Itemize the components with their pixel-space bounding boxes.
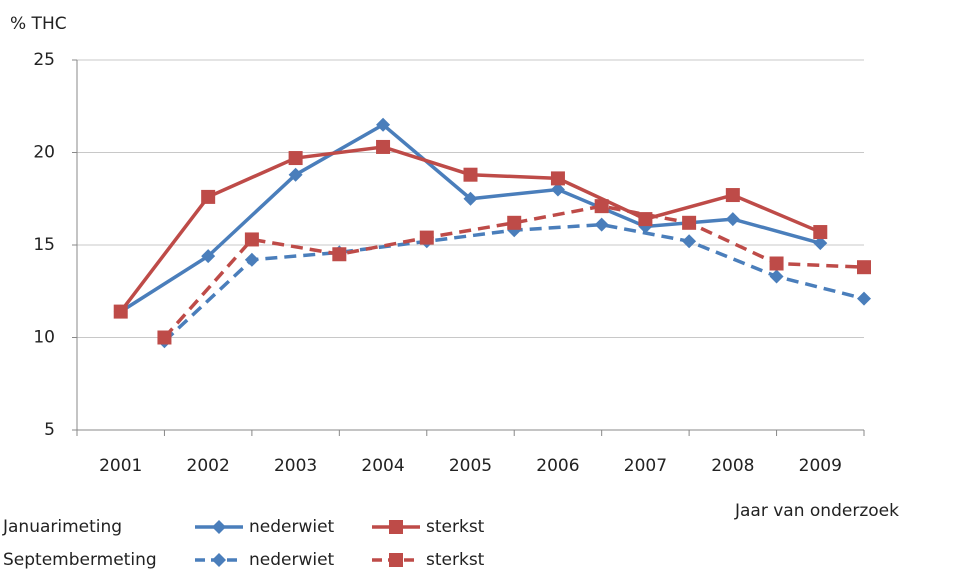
y-tick-label: 5 [44, 420, 55, 440]
x-tick-label: 2008 [711, 456, 754, 476]
marker [212, 553, 226, 567]
y-tick-label: 15 [33, 235, 55, 255]
marker [769, 256, 784, 271]
marker [813, 236, 828, 251]
marker [857, 291, 871, 306]
series [113, 139, 828, 319]
x-tick-label: 2003 [274, 456, 317, 476]
x-tick-label: 2005 [449, 456, 492, 476]
x-tick-label: 2002 [187, 456, 230, 476]
series-line [163, 204, 865, 339]
marker [376, 139, 391, 154]
marker [201, 249, 216, 264]
marker [682, 215, 697, 230]
x-tick-label: 2006 [536, 456, 579, 476]
legend-label: nederwiet [249, 517, 335, 537]
marker [244, 252, 259, 267]
marker [288, 151, 303, 166]
marker [550, 171, 565, 186]
legend-label: sterkst [426, 550, 485, 569]
marker [389, 520, 403, 534]
marker [769, 269, 784, 284]
marker [463, 167, 478, 182]
x-tick-label: 2001 [99, 456, 142, 476]
marker [332, 247, 347, 262]
marker [594, 217, 609, 232]
marker [725, 212, 740, 227]
marker [288, 167, 303, 182]
marker [212, 520, 226, 534]
x-tick-label: 2004 [361, 456, 404, 476]
marker [389, 553, 403, 567]
marker [682, 234, 697, 249]
marker [463, 191, 478, 206]
marker [594, 199, 609, 214]
x-axis-title: Jaar van onderzoek [734, 501, 899, 521]
series [157, 199, 871, 345]
marker [507, 215, 522, 230]
series [157, 217, 871, 349]
y-axis-title: % THC [10, 14, 67, 34]
marker [201, 189, 216, 204]
marker [813, 225, 828, 240]
marker [725, 188, 740, 203]
y-tick-label: 10 [33, 328, 55, 348]
y-tick-label: 20 [33, 143, 55, 163]
y-tick-label: 25 [33, 50, 55, 70]
legend-group-label: Januarimeting [2, 517, 122, 537]
marker [113, 304, 128, 319]
marker [157, 330, 172, 345]
x-tick-label: 2007 [624, 456, 667, 476]
x-tick-label: 2009 [799, 456, 842, 476]
marker [419, 230, 434, 245]
legend-label: nederwiet [249, 550, 335, 569]
legend-group-label: Septembermeting [3, 550, 157, 569]
series-line [163, 222, 865, 343]
marker [550, 182, 565, 197]
marker [857, 260, 871, 275]
marker [244, 232, 259, 247]
legend-label: sterkst [426, 517, 485, 537]
marker [376, 117, 391, 132]
